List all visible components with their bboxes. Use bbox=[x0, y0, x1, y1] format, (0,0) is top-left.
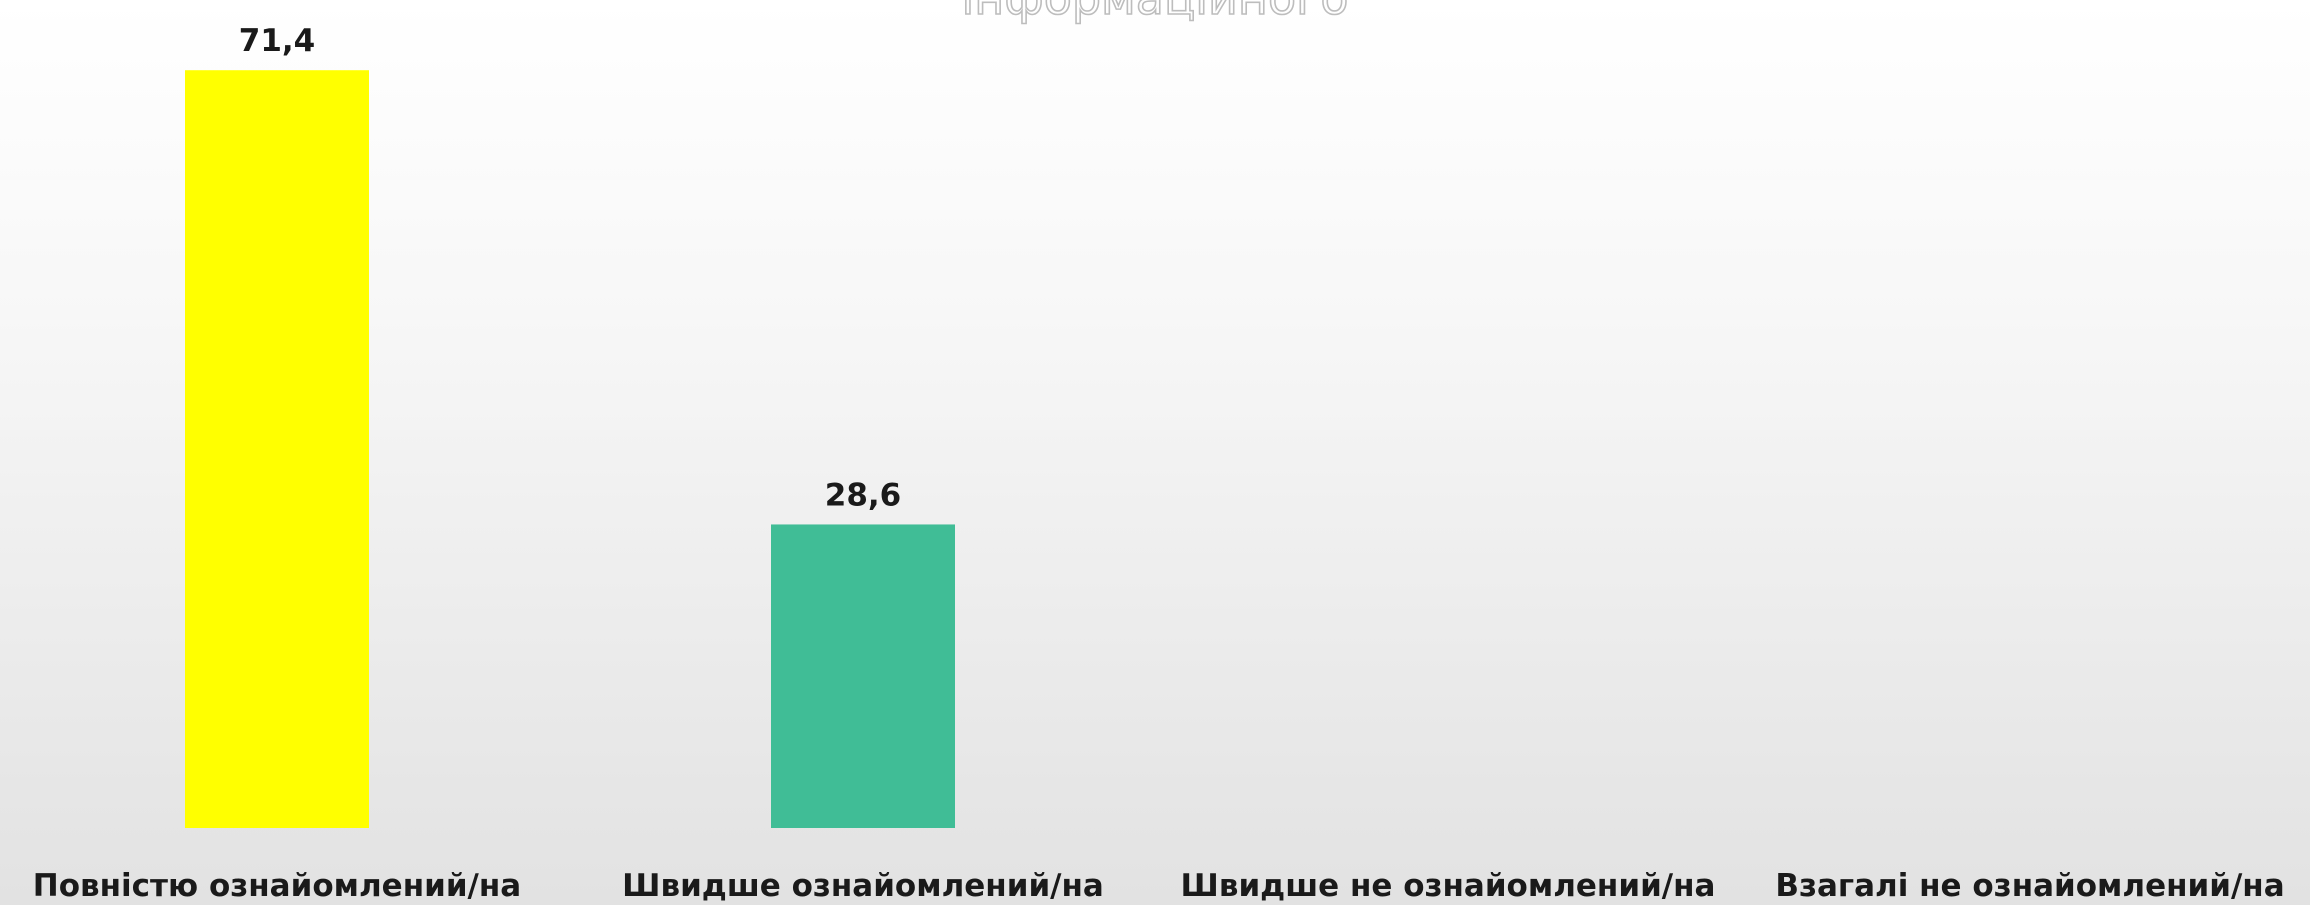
bar-1 bbox=[185, 70, 369, 828]
bar-2 bbox=[771, 524, 955, 828]
category-labels-layer: Повністю ознайомлений/на Швидше ознайомле… bbox=[33, 868, 2285, 904]
chart-title: інформаційного bbox=[962, 0, 1349, 25]
category-label-3: Швидше не ознайомлений/на bbox=[1181, 868, 1716, 904]
bars-layer bbox=[185, 70, 955, 828]
category-label-2: Швидше ознайомлений/на bbox=[622, 868, 1104, 904]
category-label-1: Повністю ознайомлений/на bbox=[33, 868, 521, 904]
value-label-1: 71,4 bbox=[239, 23, 316, 59]
value-labels-layer: 71,4 28,6 bbox=[239, 23, 902, 513]
value-label-2: 28,6 bbox=[825, 477, 902, 513]
category-label-4: Взагалі не ознайомлений/на bbox=[1775, 868, 2284, 904]
